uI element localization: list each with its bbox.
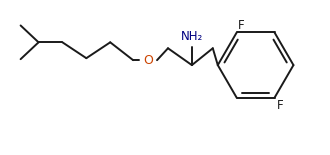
Text: F: F [238,18,244,31]
Text: F: F [277,99,283,112]
Text: NH₂: NH₂ [181,30,203,43]
Text: O: O [143,54,153,67]
